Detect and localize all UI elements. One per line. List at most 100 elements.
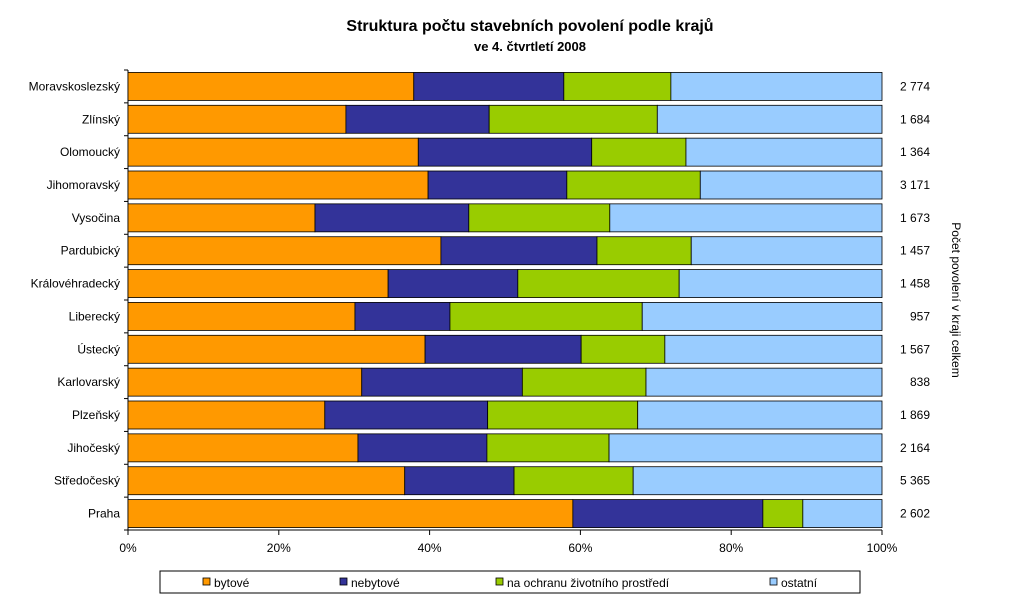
category-label: Moravskoslezský	[29, 79, 120, 93]
category-label: Zlínský	[82, 112, 120, 126]
bar-segment	[563, 72, 672, 101]
x-tick-label: 40%	[418, 541, 442, 555]
bar-segment	[354, 302, 451, 331]
bar-segment	[690, 236, 883, 266]
x-tick-label: 100%	[867, 541, 898, 555]
bar-segment	[361, 367, 523, 397]
category-label: Jihomoravský	[47, 178, 120, 192]
bar-segment	[685, 137, 883, 167]
bar-segment	[632, 466, 883, 496]
bar-segment	[127, 236, 442, 266]
bar-segment	[670, 72, 883, 101]
total-label: 2 774	[900, 79, 930, 93]
category-label: Praha	[88, 507, 120, 521]
bar-segment	[566, 170, 701, 200]
bar-segment	[596, 236, 692, 266]
category-label: Královéhradecký	[31, 277, 120, 291]
bar-segment	[645, 367, 883, 397]
legend	[159, 570, 861, 594]
category-label: Jihočeský	[67, 441, 120, 455]
bar-segment	[127, 72, 415, 101]
bar-segment	[656, 104, 883, 134]
bar-segment	[127, 466, 406, 496]
chart-subtitle: ve 4. čtvrtletí 2008	[473, 39, 587, 54]
total-label: 957	[910, 309, 930, 323]
x-tick-label: 60%	[568, 541, 592, 555]
bar-segment	[664, 334, 883, 364]
bar-segment	[513, 466, 634, 496]
total-label: 1 364	[900, 145, 930, 159]
bar-segment	[468, 203, 611, 233]
legend-swatch	[339, 577, 348, 586]
bar-segment	[609, 203, 883, 233]
category-label: Liberecký	[69, 309, 120, 323]
bar-segment	[486, 433, 610, 463]
bar-segment	[127, 203, 316, 233]
category-label: Olomoucký	[60, 145, 120, 159]
bar-segment	[127, 104, 347, 134]
bar-segment	[449, 302, 643, 331]
bar-segment	[608, 433, 883, 463]
bar-segment	[404, 466, 515, 496]
bar-segment	[487, 400, 639, 430]
category-label: Pardubický	[61, 244, 120, 258]
total-label: 5 365	[900, 474, 930, 488]
total-label: 1 684	[900, 112, 930, 126]
bar-segment	[521, 367, 647, 397]
total-label: 1 673	[900, 211, 930, 225]
category-label: Vysočina	[72, 211, 121, 225]
total-label: 2 602	[900, 507, 930, 521]
bar-segment	[127, 400, 326, 430]
bar-segment	[440, 236, 598, 266]
x-tick-label: 20%	[267, 541, 291, 555]
x-tick-label: 80%	[719, 541, 743, 555]
bar-segment	[572, 499, 764, 528]
bar-segment	[127, 334, 426, 364]
bar-segment	[357, 433, 488, 463]
bar-segment	[580, 334, 666, 364]
category-label: Středočeský	[54, 474, 120, 488]
bar-segment	[417, 137, 593, 167]
bar-segment	[127, 302, 356, 331]
legend-label: na ochranu životního prostředí	[507, 576, 670, 590]
bar-segment	[127, 499, 574, 528]
total-label: 2 164	[900, 441, 930, 455]
total-label: 3 171	[900, 178, 930, 192]
bar-segment	[488, 104, 658, 134]
bar-segment	[762, 499, 804, 528]
legend-swatch	[495, 577, 504, 586]
bar-segment	[427, 170, 568, 200]
legend-label: ostatní	[781, 576, 818, 590]
right-axis-label: Počet povolení v kraji celkem	[949, 222, 963, 377]
bar-segment	[802, 499, 883, 528]
bar-segment	[314, 203, 470, 233]
total-label: 1 457	[900, 244, 930, 258]
bar-segment	[699, 170, 883, 200]
total-label: 1 458	[900, 277, 930, 291]
bar-segment	[678, 269, 883, 298]
bar-segment	[517, 269, 680, 298]
x-tick-label: 0%	[119, 541, 137, 555]
bar-segment	[641, 302, 883, 331]
chart-title: Struktura počtu stavebních povolení podl…	[346, 18, 714, 35]
bar-segment	[324, 400, 489, 430]
bar-segment	[127, 367, 363, 397]
legend-swatch	[202, 577, 211, 586]
bar-segment	[591, 137, 687, 167]
bar-segment	[413, 72, 565, 101]
legend-label: bytové	[214, 576, 250, 590]
bar-segment	[345, 104, 490, 134]
category-label: Karlovarský	[57, 375, 120, 389]
bar-segment	[387, 269, 519, 298]
bar-segment	[127, 433, 359, 463]
bar-segment	[127, 170, 429, 200]
total-label: 1 869	[900, 408, 930, 422]
legend-swatch	[769, 577, 778, 586]
bar-segment	[424, 334, 582, 364]
legend-label: nebytové	[351, 576, 400, 590]
total-label: 838	[910, 375, 930, 389]
bar-segment	[127, 269, 389, 298]
total-label: 1 567	[900, 342, 930, 356]
